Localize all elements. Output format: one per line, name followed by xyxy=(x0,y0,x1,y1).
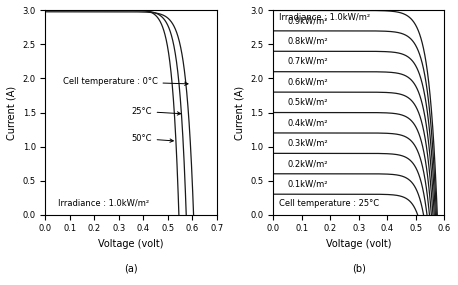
Text: 0.8kW/m²: 0.8kW/m² xyxy=(287,36,328,46)
X-axis label: Voltage (volt): Voltage (volt) xyxy=(98,239,164,249)
Text: 0.7kW/m²: 0.7kW/m² xyxy=(287,57,328,66)
Y-axis label: Current (A): Current (A) xyxy=(234,86,245,140)
Text: (b): (b) xyxy=(352,264,365,274)
Text: Cell temperature : 0°C: Cell temperature : 0°C xyxy=(63,77,188,86)
Text: 0.5kW/m²: 0.5kW/m² xyxy=(287,98,328,107)
Text: 25°C: 25°C xyxy=(131,107,180,116)
Text: (a): (a) xyxy=(124,264,138,274)
Y-axis label: Current (A): Current (A) xyxy=(7,86,17,140)
Text: Cell temperature : 25°C: Cell temperature : 25°C xyxy=(279,199,379,208)
Text: Irradiance : 1.0kW/m²: Irradiance : 1.0kW/m² xyxy=(279,13,370,21)
Text: 0.3kW/m²: 0.3kW/m² xyxy=(287,139,328,148)
Text: Irradiance : 1.0kW/m²: Irradiance : 1.0kW/m² xyxy=(58,199,149,208)
Text: 50°C: 50°C xyxy=(131,134,173,143)
Text: 0.4kW/m²: 0.4kW/m² xyxy=(287,118,328,127)
Text: 0.9kW/m²: 0.9kW/m² xyxy=(287,16,328,25)
Text: 0.1kW/m²: 0.1kW/m² xyxy=(287,180,328,188)
Text: 0.2kW/m²: 0.2kW/m² xyxy=(287,159,328,168)
Text: 0.6kW/m²: 0.6kW/m² xyxy=(287,78,328,86)
X-axis label: Voltage (volt): Voltage (volt) xyxy=(326,239,392,249)
